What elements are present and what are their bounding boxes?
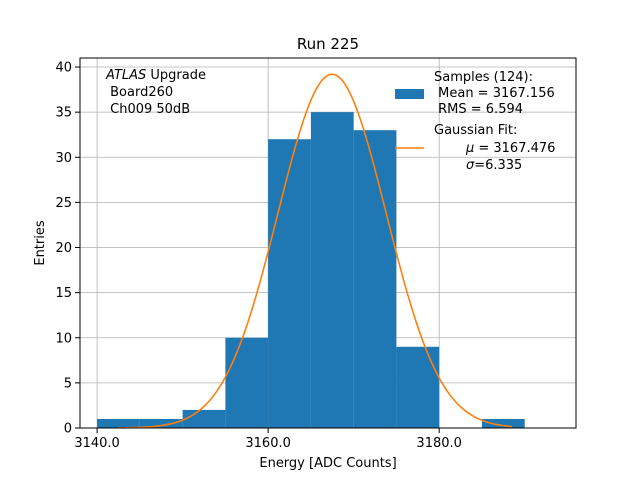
legend-mu: μ = 3167.476 [437, 141, 576, 156]
annotation-channel: Ch009 50dB [106, 102, 190, 117]
histogram-bar [396, 346, 440, 428]
annotation-experiment-line: ATLAS Upgrade [105, 68, 206, 83]
histogram-bar [481, 418, 525, 428]
x-tick-label: 3160.0 [245, 436, 291, 451]
legend-sigma-value: =6.335 [474, 158, 522, 173]
y-tick-label: 40 [55, 61, 72, 76]
y-tick-label: 5 [64, 376, 72, 391]
gaussian-fit-curve [118, 73, 512, 429]
legend-mean: Mean = 3167.156 [434, 86, 555, 101]
histogram-bar [268, 139, 311, 428]
legend-mu-value: = 3167.476 [474, 141, 555, 156]
legend-samples-label: Samples (124): [434, 70, 533, 85]
y-axis-title: Entries [33, 220, 48, 266]
y-tick-label: 15 [55, 286, 72, 301]
y-tick-label: 10 [55, 331, 72, 346]
y-tick-label: 20 [55, 241, 72, 256]
legend-sigma: σ=6.335 [437, 158, 543, 173]
histogram-bar [353, 130, 397, 428]
histogram-bar [310, 112, 354, 429]
axes-frame [79, 57, 577, 429]
x-axis-title: Energy [ADC Counts] [259, 456, 396, 471]
legend-mu-symbol: μ [465, 141, 474, 156]
chart-title: Run 225 [297, 35, 359, 53]
x-tick-label: 3180.0 [416, 436, 462, 451]
histogram-bars [97, 112, 525, 429]
legend-rms: RMS = 6.594 [434, 102, 523, 117]
legend-fit-label: Gaussian Fit: [434, 123, 517, 138]
legend-sigma-symbol: σ [466, 158, 475, 173]
y-tick-label: 30 [55, 151, 72, 166]
histogram-bar [225, 337, 269, 428]
legend: Samples (124): Mean = 3167.156 RMS = 6.5… [395, 70, 576, 173]
annotation-experiment-suffix: Upgrade [146, 68, 206, 83]
y-tick-label: 35 [55, 106, 72, 121]
run-annotation: ATLAS Upgrade Board260 Ch009 50dB [105, 68, 206, 117]
y-axis-ticks: 0 5 10 15 20 25 30 35 40 [55, 61, 80, 437]
histogram-bar [182, 409, 226, 428]
x-axis-ticks: 3140.0 3160.0 3180.0 [74, 428, 462, 451]
x-tick-label: 3140.0 [74, 436, 120, 451]
histogram-bar [139, 418, 183, 428]
annotation-experiment: ATLAS [105, 68, 146, 83]
y-tick-label: 0 [64, 422, 72, 437]
annotation-board: Board260 [106, 85, 173, 100]
histogram-bar [97, 418, 140, 428]
y-tick-label: 25 [55, 196, 72, 211]
legend-swatch-samples [395, 89, 424, 99]
